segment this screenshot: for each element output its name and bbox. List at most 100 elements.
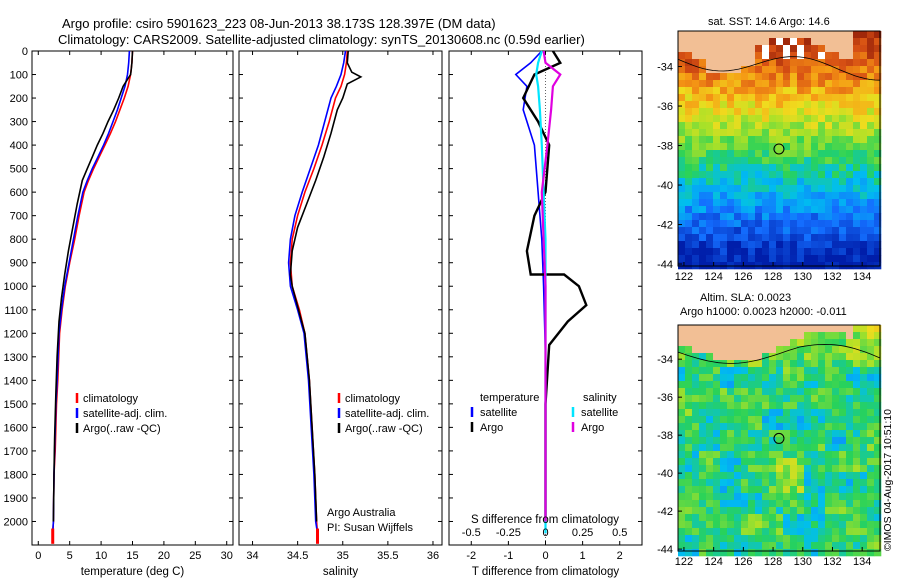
map-cell — [860, 241, 868, 249]
map-cell — [727, 479, 735, 487]
sst-map: 122 124 126 128 130 132 134-34-36-38-40-42-44 — [657, 30, 882, 283]
map-cell — [860, 227, 868, 235]
map-cell — [748, 248, 756, 256]
map-cell — [867, 66, 875, 74]
map-cell — [818, 192, 826, 200]
map-cell — [755, 486, 763, 494]
map-cell — [853, 500, 861, 508]
map-cell — [797, 87, 805, 95]
map-cell — [699, 388, 707, 396]
map-cell — [748, 332, 756, 340]
map-cell — [832, 136, 840, 144]
map-cell — [678, 101, 686, 109]
map-cell — [699, 521, 707, 529]
map-cell — [867, 325, 875, 333]
map-cell — [797, 402, 805, 410]
map-cell — [727, 381, 735, 389]
map-cell — [776, 423, 784, 431]
map-cell — [713, 227, 721, 235]
map-cell — [748, 66, 756, 74]
map-cell — [818, 234, 826, 242]
series-line-1 — [521, 50, 588, 522]
map-cell — [762, 38, 770, 46]
map-cell — [797, 31, 805, 39]
map-cell — [811, 521, 819, 529]
map-cell — [783, 423, 791, 431]
map-cell — [839, 199, 847, 207]
map-cell — [762, 423, 770, 431]
map-cell — [699, 115, 707, 123]
map-cell — [839, 150, 847, 158]
map-cell — [874, 423, 882, 431]
map-cell — [755, 332, 763, 340]
map-cell — [741, 549, 749, 557]
map-cell — [741, 528, 749, 536]
map-cell — [685, 353, 693, 361]
map-cell — [706, 423, 714, 431]
map-cell — [755, 31, 763, 39]
map-cell — [804, 59, 812, 67]
map-cell — [825, 451, 833, 459]
map-cell — [748, 171, 756, 179]
map-cell — [832, 500, 840, 508]
map-cell — [706, 248, 714, 256]
map-cell — [797, 388, 805, 396]
map-cell — [783, 108, 791, 116]
map-cell — [741, 66, 749, 74]
map-cell — [804, 255, 812, 263]
map-cell — [685, 332, 693, 340]
map-cell — [825, 507, 833, 515]
map-cell — [741, 479, 749, 487]
map-cell — [804, 402, 812, 410]
map-cell — [762, 185, 770, 193]
map-cell — [720, 66, 728, 74]
map-cell — [727, 472, 735, 480]
map-cell — [699, 178, 707, 186]
map-cell — [818, 514, 826, 522]
map-cell — [706, 136, 714, 144]
map-cell — [762, 381, 770, 389]
map-cell — [762, 332, 770, 340]
map-cell — [762, 444, 770, 452]
map-cell — [727, 234, 735, 242]
map-cell — [846, 465, 854, 473]
map-cell — [762, 87, 770, 95]
salinity-panel: 34 34.5 35 35.5 36salinityclimatologysatelli… — [238, 50, 443, 578]
map-cell — [846, 507, 854, 515]
map-cell — [874, 479, 882, 487]
map-cell — [685, 115, 693, 123]
map-cell — [874, 129, 882, 137]
map-cell — [839, 241, 847, 249]
map-cell — [748, 241, 756, 249]
map-cell — [727, 402, 735, 410]
x-tick-label: -2 — [466, 550, 476, 562]
map-cell — [832, 185, 840, 193]
map-cell — [790, 157, 798, 165]
map-cell — [706, 430, 714, 438]
sla-map-title: Altim. SLA: 0.0023 — [700, 292, 791, 304]
map-cell — [874, 213, 882, 221]
map-cell — [804, 507, 812, 515]
map-cell — [762, 472, 770, 480]
map-cell — [678, 325, 686, 333]
map-cell — [853, 234, 861, 242]
map-cell — [706, 367, 714, 375]
map-cell — [867, 493, 875, 501]
map-cell — [755, 115, 763, 123]
series-line-1 — [287, 50, 347, 534]
map-cell — [818, 437, 826, 445]
map-cell — [678, 94, 686, 102]
map-cell — [846, 388, 854, 396]
map-cell — [776, 486, 784, 494]
map-cell — [720, 535, 728, 543]
map-cell — [741, 339, 749, 347]
map-cell — [762, 129, 770, 137]
map-cell — [713, 332, 721, 340]
map-cell — [734, 325, 742, 333]
map-cell — [790, 325, 798, 333]
map-cell — [769, 115, 777, 123]
map-cell — [818, 255, 826, 263]
map-cell — [706, 381, 714, 389]
map-cell — [706, 80, 714, 88]
map-cell — [692, 199, 700, 207]
